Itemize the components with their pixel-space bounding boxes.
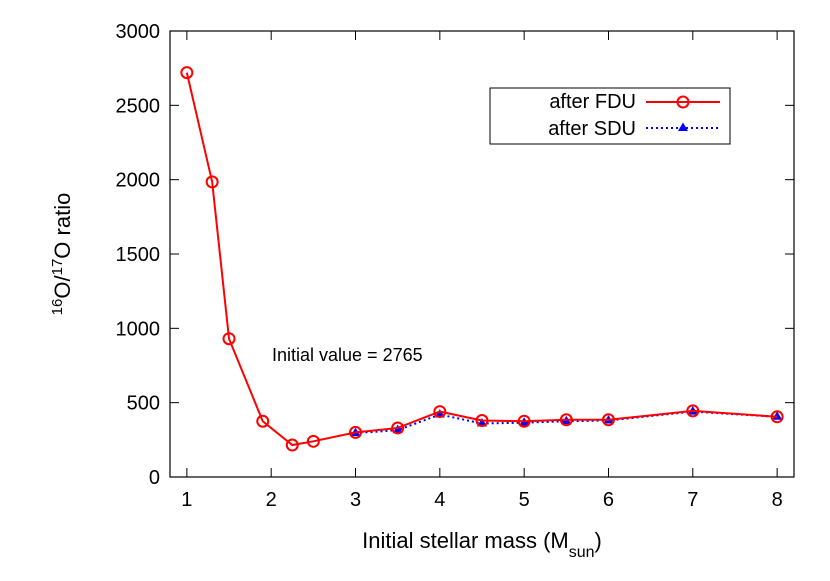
point-after-fdu-0 xyxy=(180,66,194,80)
point-after-fdu-13 xyxy=(686,404,700,418)
legend-label-sdu: after SDU xyxy=(548,118,636,140)
x-tick-label-4: 5 xyxy=(519,489,530,511)
point-after-fdu-9 xyxy=(475,414,489,428)
legend-marker-fdu xyxy=(676,95,690,109)
y-label-sup-17: 17 xyxy=(49,259,66,276)
x-label-main: Initial stellar mass (M xyxy=(362,528,569,553)
x-tick-label-6: 7 xyxy=(687,489,698,511)
axis-ticks: 1 2 3 4 5 6 7 8 0 500 1000 1500 2000 2500 3000 xyxy=(116,21,794,511)
y-tick-label-1: 500 xyxy=(127,393,160,415)
x-tick-label-5: 6 xyxy=(603,489,614,511)
y-tick-label-0: 0 xyxy=(149,467,160,489)
annotation-initial-value: Initial value = 2765 xyxy=(272,345,423,365)
y-label-sup-16: 16 xyxy=(49,299,66,316)
point-after-fdu-11 xyxy=(559,413,573,427)
x-tick-label-3: 4 xyxy=(434,489,445,511)
point-after-fdu-10 xyxy=(517,414,531,428)
point-after-sdu-8 xyxy=(772,411,783,420)
point-after-fdu-14 xyxy=(770,410,784,424)
x-tick-label-2: 3 xyxy=(350,489,361,511)
point-after-fdu-2 xyxy=(222,332,236,346)
series-layer xyxy=(180,66,784,452)
y-label-end: O ratio xyxy=(50,193,75,259)
x-tick-label-7: 8 xyxy=(772,489,783,511)
point-after-fdu-7 xyxy=(391,421,405,435)
x-axis-label: Initial stellar mass (Msun) xyxy=(362,528,602,561)
series-line-after-fdu xyxy=(185,72,778,447)
y-tick-label-3: 1500 xyxy=(116,244,161,266)
x-label-end: ) xyxy=(595,528,602,553)
legend-label-fdu: after FDU xyxy=(549,91,636,113)
y-label-mid: O/ xyxy=(50,275,75,299)
y-tick-label-6: 3000 xyxy=(116,21,161,43)
point-after-fdu-4 xyxy=(285,438,299,452)
legend-box xyxy=(489,87,731,145)
x-label-sub: sun xyxy=(569,544,595,561)
point-after-fdu-6 xyxy=(349,425,363,439)
y-tick-label-4: 2000 xyxy=(116,170,161,192)
y-tick-label-2: 1000 xyxy=(116,318,161,340)
y-axis-label: 16O/17O ratio xyxy=(49,193,76,316)
point-after-fdu-8 xyxy=(433,405,447,419)
y-tick-label-5: 2500 xyxy=(116,95,161,117)
point-after-fdu-5 xyxy=(306,434,320,448)
legend-marker-sdu xyxy=(678,122,688,131)
x-tick-label-0: 1 xyxy=(181,489,192,511)
point-after-fdu-3 xyxy=(256,414,270,428)
legend: after FDU after SDU xyxy=(489,87,731,145)
point-after-fdu-12 xyxy=(601,413,615,427)
x-tick-label-1: 2 xyxy=(266,489,277,511)
point-after-fdu-1 xyxy=(205,175,219,189)
